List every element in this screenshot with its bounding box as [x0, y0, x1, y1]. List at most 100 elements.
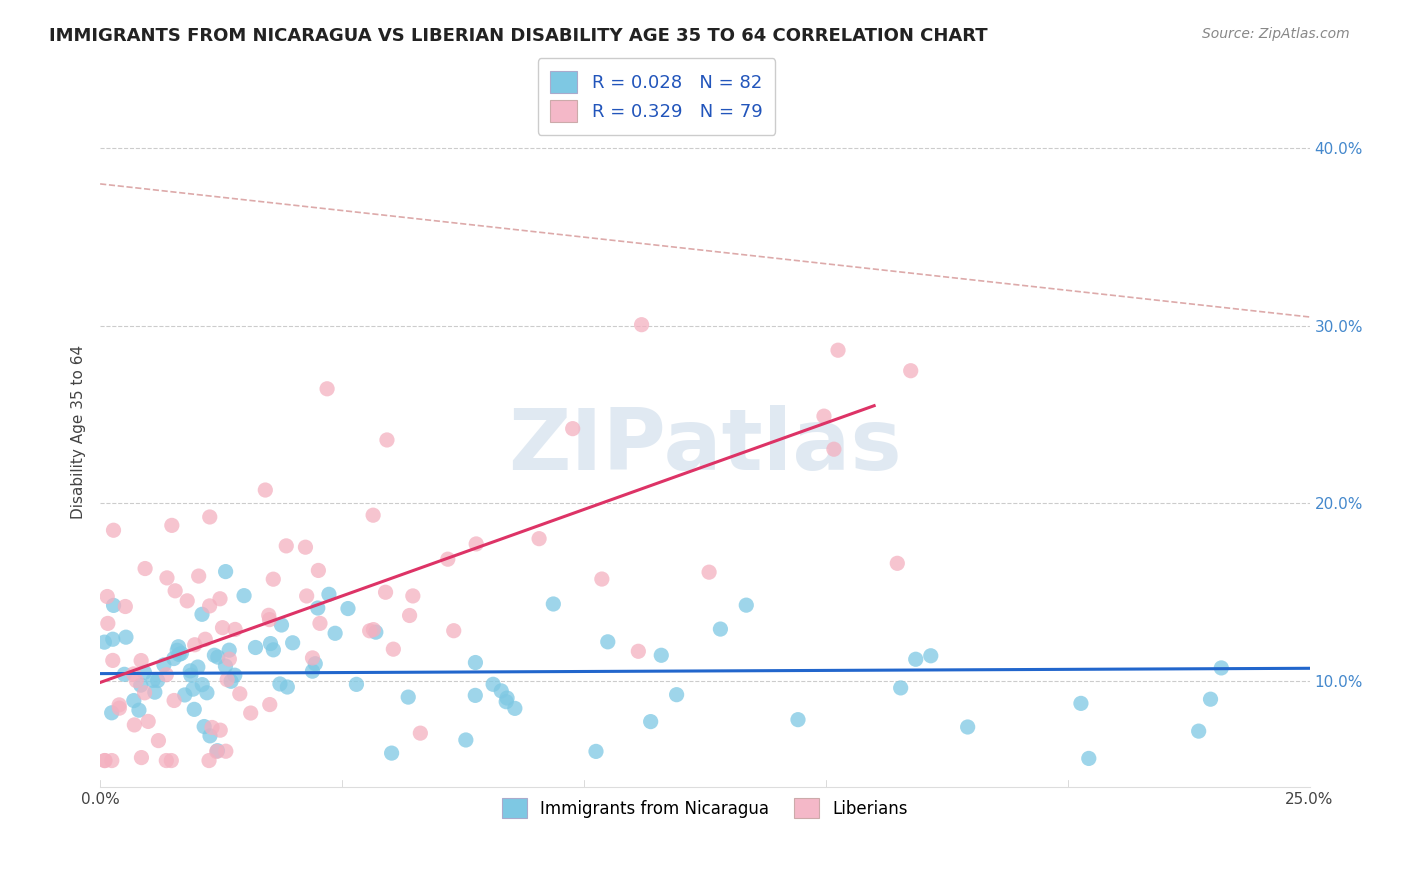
Point [295, 589, 318, 603]
Point [163, 693, 186, 707]
Point [787, 713, 810, 727]
Point [179, 664, 201, 678]
Point [359, 624, 381, 638]
Point [650, 648, 672, 663]
Point [920, 648, 942, 663]
Point [316, 382, 339, 396]
Point [224, 668, 246, 682]
Point [209, 723, 232, 738]
Point [136, 714, 159, 729]
Point [97, 616, 120, 631]
Point [224, 623, 246, 637]
Point [100, 706, 122, 720]
Point [207, 650, 229, 665]
Point [170, 647, 193, 661]
Point [193, 720, 215, 734]
Point [129, 678, 152, 692]
Point [640, 714, 662, 729]
Point [124, 718, 146, 732]
Point [489, 684, 512, 698]
Point [396, 690, 419, 705]
Point [218, 643, 240, 657]
Point [142, 673, 165, 688]
Point [813, 409, 835, 424]
Point [198, 754, 221, 768]
Point [245, 640, 267, 655]
Point [184, 638, 207, 652]
Point [202, 648, 225, 663]
Point [112, 667, 135, 681]
Point [148, 733, 170, 747]
Point [167, 648, 190, 662]
Point [125, 673, 148, 688]
Point [183, 702, 205, 716]
Point [482, 677, 505, 691]
Point [229, 687, 252, 701]
Point [307, 564, 329, 578]
Point [187, 660, 209, 674]
Point [198, 729, 221, 743]
Point [153, 657, 176, 672]
Point [201, 721, 224, 735]
Point [143, 685, 166, 699]
Point [336, 601, 359, 615]
Point [198, 599, 221, 613]
Point [1070, 697, 1092, 711]
Point [276, 680, 298, 694]
Point [160, 518, 183, 533]
Point [166, 643, 188, 657]
Point [167, 640, 190, 654]
Point [103, 523, 125, 537]
Point [381, 746, 404, 760]
Point [301, 664, 323, 678]
Point [129, 654, 152, 668]
Point [180, 668, 202, 682]
Point [665, 688, 688, 702]
Point [886, 557, 908, 571]
Point [269, 677, 291, 691]
Point [131, 750, 153, 764]
Point [596, 635, 619, 649]
Point [259, 636, 281, 650]
Point [309, 616, 332, 631]
Point [128, 703, 150, 717]
Point [495, 695, 517, 709]
Point [94, 754, 117, 768]
Point [101, 653, 124, 667]
Point [187, 569, 209, 583]
Point [1077, 751, 1099, 765]
Point [318, 587, 340, 601]
Point [402, 589, 425, 603]
Point [165, 583, 187, 598]
Text: Source: ZipAtlas.com: Source: ZipAtlas.com [1202, 27, 1350, 41]
Point [108, 698, 131, 712]
Point [281, 636, 304, 650]
Point [215, 744, 238, 758]
Point [191, 607, 214, 622]
Point [122, 693, 145, 707]
Point [134, 686, 156, 700]
Point [155, 754, 177, 768]
Legend: Immigrants from Nicaragua, Liberians: Immigrants from Nicaragua, Liberians [495, 791, 914, 825]
Point [239, 706, 262, 720]
Point [173, 688, 195, 702]
Point [259, 613, 281, 627]
Point [262, 643, 284, 657]
Point [464, 689, 486, 703]
Point [114, 599, 136, 614]
Point [382, 642, 405, 657]
Point [198, 510, 221, 524]
Point [205, 744, 228, 758]
Point [375, 433, 398, 447]
Point [103, 599, 125, 613]
Point [398, 608, 420, 623]
Point [1188, 724, 1211, 739]
Point [374, 585, 396, 599]
Point [697, 565, 720, 579]
Point [214, 565, 236, 579]
Point [436, 552, 458, 566]
Point [214, 659, 236, 673]
Point [307, 601, 329, 615]
Point [163, 651, 186, 665]
Point [630, 318, 652, 332]
